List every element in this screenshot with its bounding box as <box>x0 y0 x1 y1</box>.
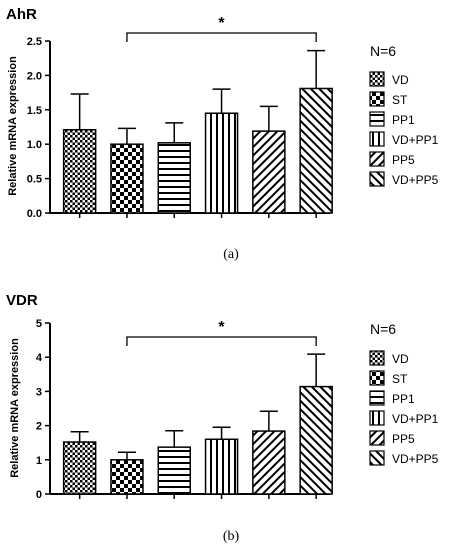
panel-a-bar-pp1 <box>157 142 191 214</box>
panel-b-legend-label: PP5 <box>392 432 415 446</box>
panel-a-y-tick-label: 0.5 <box>27 174 42 186</box>
panel-a-y-tick-label: 2.0 <box>27 70 42 82</box>
panel-a-bar-vd-plus-pp1 <box>204 112 239 214</box>
panel-a-legend-swatch <box>369 91 385 107</box>
panel-a-title: AhR <box>6 6 37 23</box>
panel-b-legend-swatch <box>369 390 385 406</box>
panel-b-legend-swatch <box>369 370 385 386</box>
panel-a-legend-label: PP1 <box>392 113 415 127</box>
panel-a-bar-vd <box>62 129 97 214</box>
panel-b-legend: VD ST PP1 VD+PP1 PP5 VD+PP5 <box>369 350 439 466</box>
panel-a-caption: (a) <box>223 247 239 262</box>
panel-a-y-tick-label: 0.0 <box>27 208 42 220</box>
panel-a-y-axis-label: Relative mRNA expression <box>7 56 19 196</box>
panel-b-bar-vd <box>62 441 97 495</box>
panel-a-bar-vd-plus-pp5 <box>299 87 333 214</box>
panel-a-bar-pp5 <box>252 130 286 214</box>
panel-a-legend-swatch <box>369 151 385 167</box>
panel-b: VDR Relative mRNA expression 0 1 2 3 4 5 * VD S… <box>6 292 439 544</box>
panel-b-bar-vd-plus-pp1 <box>204 438 239 495</box>
panel-a-legend-label: ST <box>392 93 408 107</box>
panel-a-y-tick-label: 1.0 <box>27 139 42 151</box>
panel-a-legend-label: VD+PP1 <box>392 133 439 147</box>
panel-b-legend-label: VD+PP5 <box>392 452 439 466</box>
panel-a-legend-label: VD <box>392 73 409 87</box>
panel-a-legend-swatch <box>369 131 385 147</box>
panel-a-plot: 0.0 0.5 1.0 1.5 2.0 2.5 * <box>27 15 333 220</box>
panel-b-bar-pp1 <box>157 446 191 495</box>
panel-b-significance-bracket <box>126 336 317 346</box>
panel-b-title: VDR <box>6 292 38 309</box>
panel-b-y-tick-label: 4 <box>36 352 43 364</box>
panel-b-y-axis-label: Relative mRNA expression <box>9 338 21 478</box>
panel-b-plot: 0 1 2 3 4 5 * <box>36 318 333 501</box>
panel-b-y-tick-label: 2 <box>36 421 42 433</box>
panel-a-legend: VD ST PP1 VD+PP1 PP5 VD+PP5 <box>369 71 439 187</box>
panel-b-caption: (b) <box>223 529 240 544</box>
panel-b-legend-swatch <box>369 430 385 446</box>
panel-b-y-tick-label: 0 <box>36 489 42 501</box>
panel-b-y-tick-label: 3 <box>36 386 42 398</box>
panel-b-y-tick-label: 1 <box>36 455 42 467</box>
panel-a-y-tick-label: 1.5 <box>27 105 42 117</box>
panel-b-legend-swatch <box>369 350 385 366</box>
panel-b-legend-label: PP1 <box>392 392 415 406</box>
panel-a-significance-label: * <box>218 15 225 32</box>
panel-b-bar-pp5 <box>252 430 286 495</box>
panel-a-legend-label: VD+PP5 <box>392 173 439 187</box>
panel-b-legend-label: ST <box>392 372 408 386</box>
panel-b-legend-swatch <box>369 450 385 466</box>
panel-b-y-tick-label: 5 <box>36 318 42 330</box>
panel-b-legend-label: VD <box>392 352 409 366</box>
panel-b-legend-label: VD+PP1 <box>392 412 439 426</box>
panel-a-significance-bracket <box>126 32 317 42</box>
panel-a-legend-swatch <box>369 71 385 87</box>
panel-a-bar-st <box>110 143 144 214</box>
panel-a-n-label: N=6 <box>370 43 396 59</box>
panel-a: AhR Relative mRNA expression 0.0 0.5 1.0 1.… <box>6 6 439 262</box>
panel-a-legend-label: PP5 <box>392 153 415 167</box>
panel-a-legend-swatch <box>369 111 385 127</box>
panel-b-n-label: N=6 <box>370 321 396 337</box>
panel-b-legend-swatch <box>369 410 385 426</box>
panel-b-bar-vd-plus-pp5 <box>299 385 333 495</box>
panel-b-bar-st <box>110 459 144 495</box>
panel-b-significance-label: * <box>218 319 225 336</box>
panel-a-y-tick-label: 2.5 <box>27 36 42 48</box>
panel-a-legend-swatch <box>369 171 385 187</box>
